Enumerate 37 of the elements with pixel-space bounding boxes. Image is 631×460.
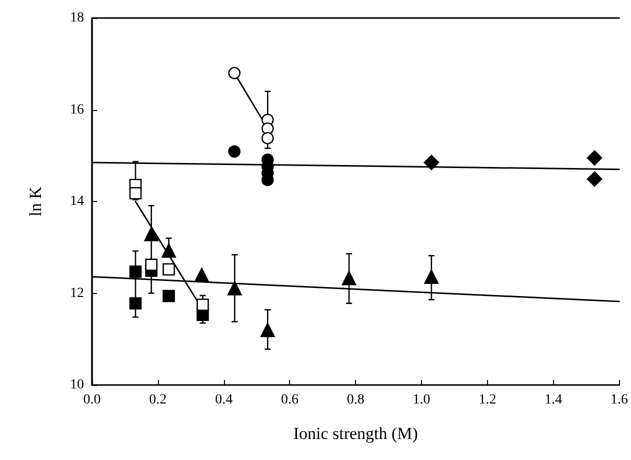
point [228,145,241,158]
point [424,154,440,170]
point [194,268,209,282]
point [586,150,602,166]
x-tick-label: 1.2 [478,392,496,408]
x-tick-label: 0.0 [83,392,101,408]
x-tick-label: 0.6 [280,392,298,408]
y-tick-label: 18 [70,10,84,26]
y-tick-label: 10 [70,378,84,392]
point [162,263,175,276]
point [129,297,142,310]
point [145,258,158,271]
point [129,266,142,278]
point [260,322,275,338]
point [196,298,209,311]
x-tick-label: 1.6 [610,392,628,408]
point [228,66,241,80]
point [162,290,175,302]
y-tick-label: 14 [70,194,84,209]
point [424,270,439,284]
x-axis-title: Ionic strength (M) [293,424,418,443]
y-tick-label: 12 [70,286,84,301]
x-tick-label: 0.2 [149,392,167,408]
point [342,270,356,286]
point [129,187,142,200]
point [262,122,274,135]
x-tick-label: 0.4 [215,392,233,408]
x-tick-label: 0.8 [346,392,364,408]
point [144,226,158,242]
x-tick-label: 1.0 [412,392,430,408]
point [228,281,242,296]
point [586,171,602,187]
y-tick-label: 16 [70,102,84,118]
point [262,132,274,144]
y-axis-title: ln K [26,186,45,216]
point [162,243,176,258]
x-tick-label: 1.4 [544,392,562,408]
